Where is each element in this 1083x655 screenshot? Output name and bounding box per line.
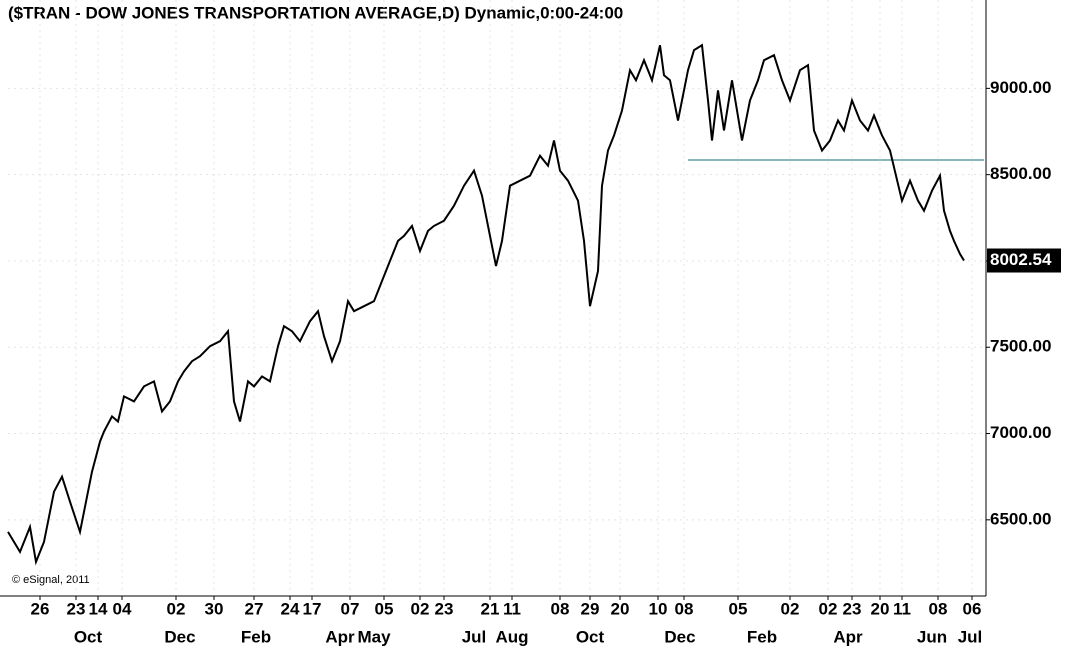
x-tick-label: 26 <box>31 599 50 618</box>
month-label: Dec <box>164 627 195 646</box>
x-tick-label: 27 <box>245 599 264 618</box>
price-line <box>7 43 965 566</box>
last-value-label: 8002.54 <box>990 250 1052 269</box>
x-tick-label: 23 <box>843 599 862 618</box>
month-label: Feb <box>241 627 271 646</box>
x-tick-label: 05 <box>375 599 394 618</box>
x-tick-label: 04 <box>113 599 132 618</box>
y-tick-label: 9000.00 <box>990 78 1051 97</box>
x-tick-label: 02 <box>411 599 430 618</box>
month-label: Aug <box>495 627 528 646</box>
y-tick-label: 7000.00 <box>990 423 1051 442</box>
x-tick-label: 02 <box>819 599 838 618</box>
x-tick-label: 17 <box>303 599 322 618</box>
x-tick-label: 05 <box>729 599 748 618</box>
x-tick-label: 21 <box>481 599 500 618</box>
x-tick-label: 08 <box>675 599 694 618</box>
month-label: Dec <box>664 627 695 646</box>
month-label: Oct <box>576 627 605 646</box>
x-tick-label: 30 <box>205 599 224 618</box>
x-tick-label: 23 <box>67 599 86 618</box>
x-tick-label: 02 <box>781 599 800 618</box>
watermark: © eSignal, 2011 <box>12 574 90 586</box>
x-tick-label: 20 <box>871 599 890 618</box>
month-label: Apr <box>833 627 863 646</box>
x-tick-label: 20 <box>611 599 630 618</box>
x-tick-label: 14 <box>89 599 108 618</box>
month-label: Jul <box>958 627 983 646</box>
x-tick-label: 11 <box>893 599 911 618</box>
y-tick-label: 8500.00 <box>990 164 1051 183</box>
x-tick-label: 10 <box>649 599 668 618</box>
x-tick-label: 11 <box>503 599 521 618</box>
chart-title: ($TRAN - DOW JONES TRANSPORTATION AVERAG… <box>8 3 623 22</box>
month-label: Oct <box>74 627 103 646</box>
month-label: Jul <box>462 627 487 646</box>
x-tick-label: 23 <box>435 599 454 618</box>
month-label: Feb <box>747 627 777 646</box>
y-tick-label: 7500.00 <box>990 337 1051 356</box>
month-label: May <box>357 627 391 646</box>
month-label: Jun <box>917 627 947 646</box>
x-tick-label: 08 <box>551 599 570 618</box>
x-tick-label: 02 <box>167 599 186 618</box>
month-label: Apr <box>325 627 355 646</box>
x-tick-label: 06 <box>963 599 982 618</box>
last-value-box <box>987 248 1061 273</box>
x-tick-label: 29 <box>581 599 600 618</box>
x-tick-label: 08 <box>929 599 948 618</box>
x-tick-label: 24 <box>281 599 300 618</box>
y-tick-label: 6500.00 <box>990 509 1051 528</box>
x-tick-label: 07 <box>341 599 360 618</box>
